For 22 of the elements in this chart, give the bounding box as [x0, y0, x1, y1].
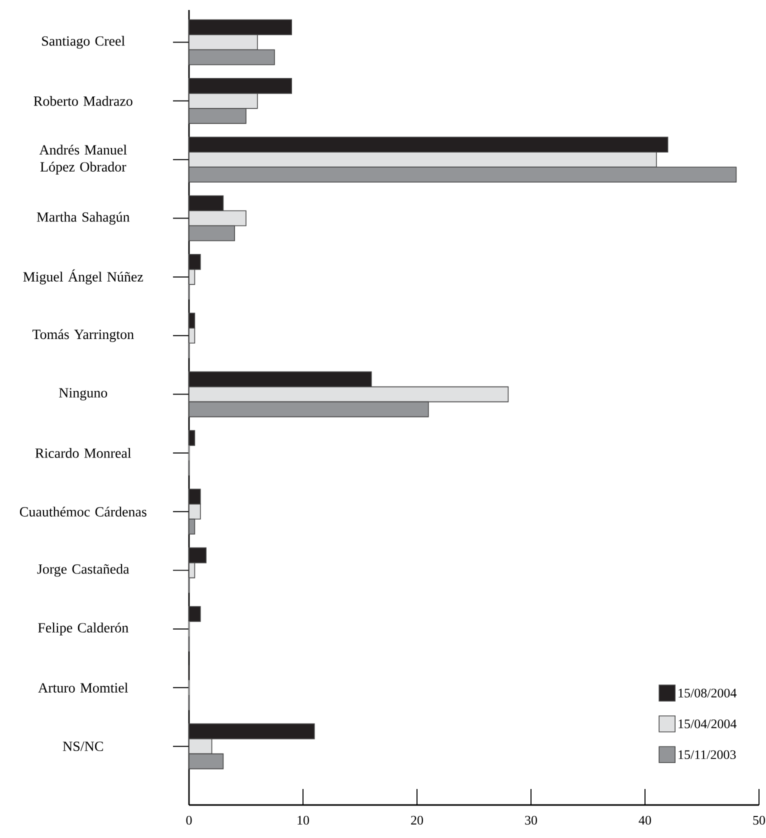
x-tick-label: 10	[298, 816, 309, 825]
x-tick-label: 30	[525, 816, 538, 825]
y-tick-label: Miguel Ángel Núñez	[23, 269, 144, 284]
y-tick-label: Ricardo Monreal	[35, 448, 132, 458]
y-tick-label: Jorge Castañeda	[37, 564, 130, 577]
x-tick-label: 0	[186, 816, 192, 825]
y-tick-label: Santiago Creel	[42, 36, 125, 49]
y-tick-label: Ninguno	[59, 388, 108, 400]
legend-label: 15/11/2003	[678, 750, 736, 760]
y-tick-label: Cuauthémoc Cárdenas	[20, 506, 146, 517]
legend-label: 15/08/2004	[678, 688, 737, 698]
y-tick-label: Roberto Madrazo	[34, 96, 132, 106]
y-tick-label: NS/NC	[62, 742, 103, 752]
y-tick-label: Andrés Manuel López Obrador	[39, 144, 127, 174]
y-tick-label: Arturo Momtiel	[38, 682, 128, 693]
y-tick-label: Felipe Calderón	[38, 622, 128, 636]
y-tick-label: Martha Sahagún	[36, 212, 130, 225]
x-tick-label: 40	[638, 816, 652, 825]
x-tick-label: 50	[753, 816, 766, 825]
y-tick-label: Tomás Yarrington	[32, 329, 134, 342]
legend-label: 15/04/2004	[678, 719, 737, 728]
x-tick-label: 20	[411, 816, 423, 825]
